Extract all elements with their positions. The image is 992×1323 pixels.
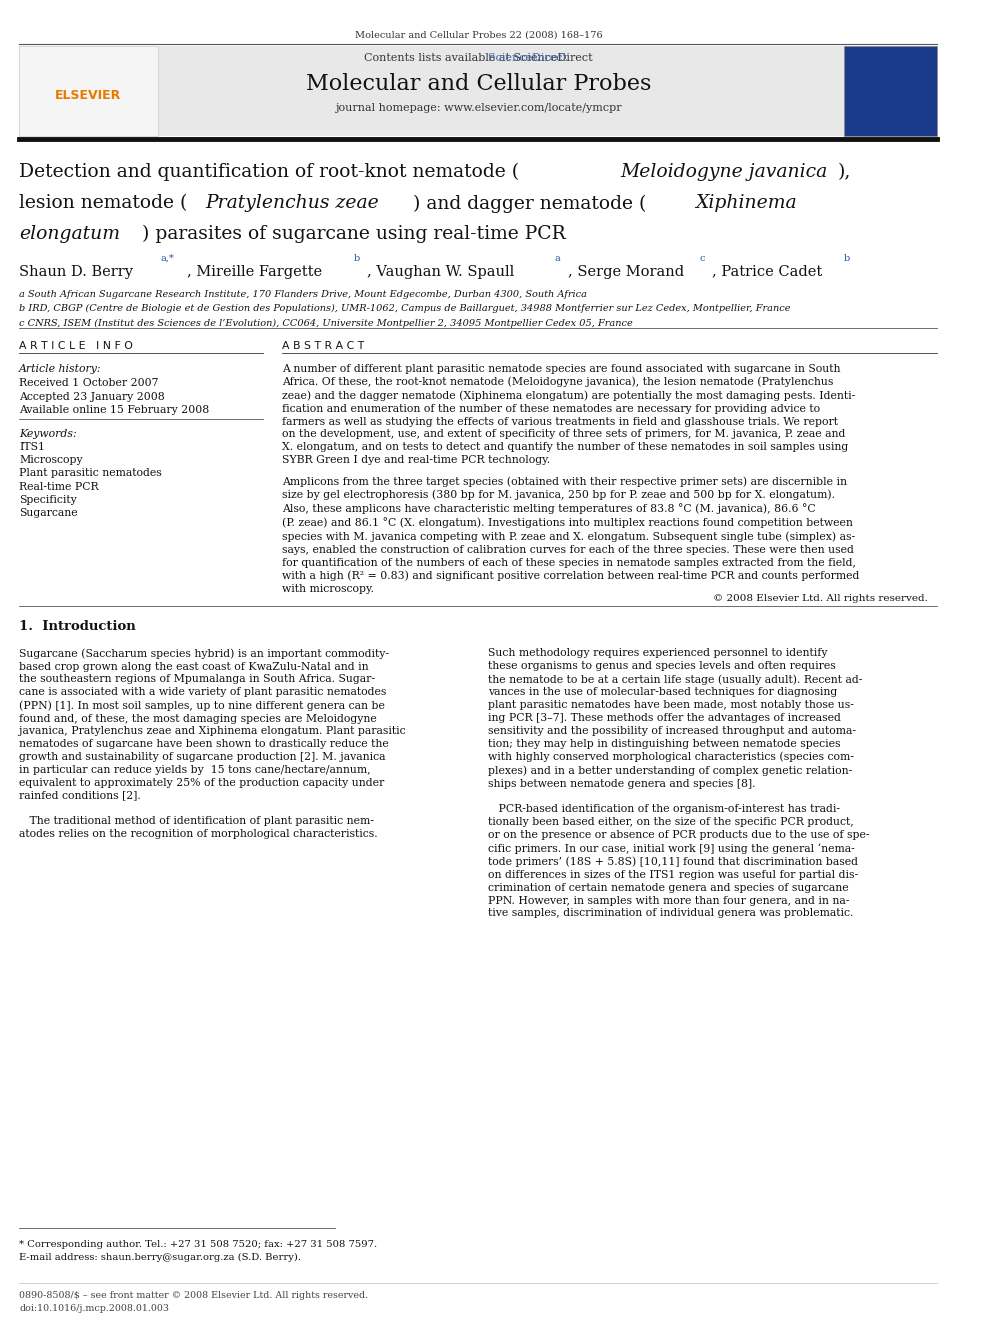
Text: doi:10.1016/j.mcp.2008.01.003: doi:10.1016/j.mcp.2008.01.003 — [19, 1304, 169, 1314]
Text: Molecular and Cellular Probes 22 (2008) 168–176: Molecular and Cellular Probes 22 (2008) … — [354, 30, 602, 40]
Text: ),: ), — [838, 163, 851, 181]
FancyBboxPatch shape — [19, 46, 937, 136]
Text: , Serge Morand: , Serge Morand — [568, 265, 689, 279]
Text: © 2008 Elsevier Ltd. All rights reserved.: © 2008 Elsevier Ltd. All rights reserved… — [713, 594, 928, 603]
Text: Sugarcane: Sugarcane — [19, 508, 77, 519]
Text: c CNRS, ISEM (Institut des Sciences de l’Evolution), CC064, Universite Montpelli: c CNRS, ISEM (Institut des Sciences de l… — [19, 319, 633, 328]
Text: a,*: a,* — [161, 254, 175, 263]
Text: Amplicons from the three target species (obtained with their respective primer s: Amplicons from the three target species … — [282, 476, 860, 594]
Text: 0890-8508/$ – see front matter © 2008 Elsevier Ltd. All rights reserved.: 0890-8508/$ – see front matter © 2008 El… — [19, 1291, 368, 1301]
Text: A R T I C L E   I N F O: A R T I C L E I N F O — [19, 341, 133, 352]
Text: Detection and quantification of root-knot nematode (: Detection and quantification of root-kno… — [19, 163, 519, 181]
Text: , Vaughan W. Spaull: , Vaughan W. Spaull — [367, 265, 519, 279]
Text: b IRD, CBGP (Centre de Biologie et de Gestion des Populations), UMR-1062, Campus: b IRD, CBGP (Centre de Biologie et de Ge… — [19, 304, 791, 314]
Text: Xiphinema: Xiphinema — [695, 194, 798, 213]
Text: Article history:: Article history: — [19, 364, 101, 374]
Text: ELSEVIER: ELSEVIER — [55, 89, 121, 102]
Text: A number of different plant parasitic nematode species are found associated with: A number of different plant parasitic ne… — [282, 364, 855, 464]
Text: ) parasites of sugarcane using real-time PCR: ) parasites of sugarcane using real-time… — [142, 225, 565, 243]
Text: c: c — [699, 254, 704, 263]
Text: A B S T R A C T: A B S T R A C T — [282, 341, 364, 352]
Text: Shaun D. Berry: Shaun D. Berry — [19, 265, 138, 279]
Text: a South African Sugarcane Research Institute, 170 Flanders Drive, Mount Edgecomb: a South African Sugarcane Research Insti… — [19, 290, 587, 299]
Text: Such methodology requires experienced personnel to identify
these organisms to g: Such methodology requires experienced pe… — [488, 648, 869, 918]
Text: elongatum: elongatum — [19, 225, 120, 243]
Text: * Corresponding author. Tel.: +27 31 508 7520; fax: +27 31 508 7597.: * Corresponding author. Tel.: +27 31 508… — [19, 1240, 377, 1249]
Text: , Patrice Cadet: , Patrice Cadet — [711, 265, 826, 279]
Text: a: a — [555, 254, 560, 263]
Text: journal homepage: www.elsevier.com/locate/ymcpr: journal homepage: www.elsevier.com/locat… — [335, 103, 622, 114]
Text: b: b — [844, 254, 850, 263]
Text: ) and dagger nematode (: ) and dagger nematode ( — [414, 194, 647, 213]
Text: lesion nematode (: lesion nematode ( — [19, 194, 187, 213]
Text: Specificity: Specificity — [19, 495, 77, 505]
Text: ScienceDirect: ScienceDirect — [390, 53, 566, 64]
Text: Microscopy: Microscopy — [19, 455, 82, 466]
Text: Plant parasitic nematodes: Plant parasitic nematodes — [19, 468, 162, 479]
Text: , Mireille Fargette: , Mireille Fargette — [186, 265, 326, 279]
Text: Keywords:: Keywords: — [19, 429, 76, 439]
Text: ITS1: ITS1 — [19, 442, 45, 452]
Text: Meloidogyne javanica: Meloidogyne javanica — [620, 163, 827, 181]
Text: Received 1 October 2007: Received 1 October 2007 — [19, 378, 159, 389]
Text: Accepted 23 January 2008: Accepted 23 January 2008 — [19, 392, 165, 402]
Text: Available online 15 February 2008: Available online 15 February 2008 — [19, 405, 209, 415]
Text: Molecular and Cellular Probes: Molecular and Cellular Probes — [306, 73, 651, 95]
Text: 1.  Introduction: 1. Introduction — [19, 620, 136, 634]
FancyBboxPatch shape — [19, 46, 158, 136]
Text: Pratylenchus zeae: Pratylenchus zeae — [205, 194, 379, 213]
Text: Contents lists available at ScienceDirect: Contents lists available at ScienceDirec… — [364, 53, 592, 64]
Text: E-mail address: shaun.berry@sugar.org.za (S.D. Berry).: E-mail address: shaun.berry@sugar.org.za… — [19, 1253, 302, 1262]
Text: b: b — [354, 254, 360, 263]
Text: Real-time PCR: Real-time PCR — [19, 482, 99, 492]
Text: Sugarcane (Saccharum species hybrid) is an important commodity-
based crop grown: Sugarcane (Saccharum species hybrid) is … — [19, 648, 406, 839]
FancyBboxPatch shape — [844, 46, 937, 136]
